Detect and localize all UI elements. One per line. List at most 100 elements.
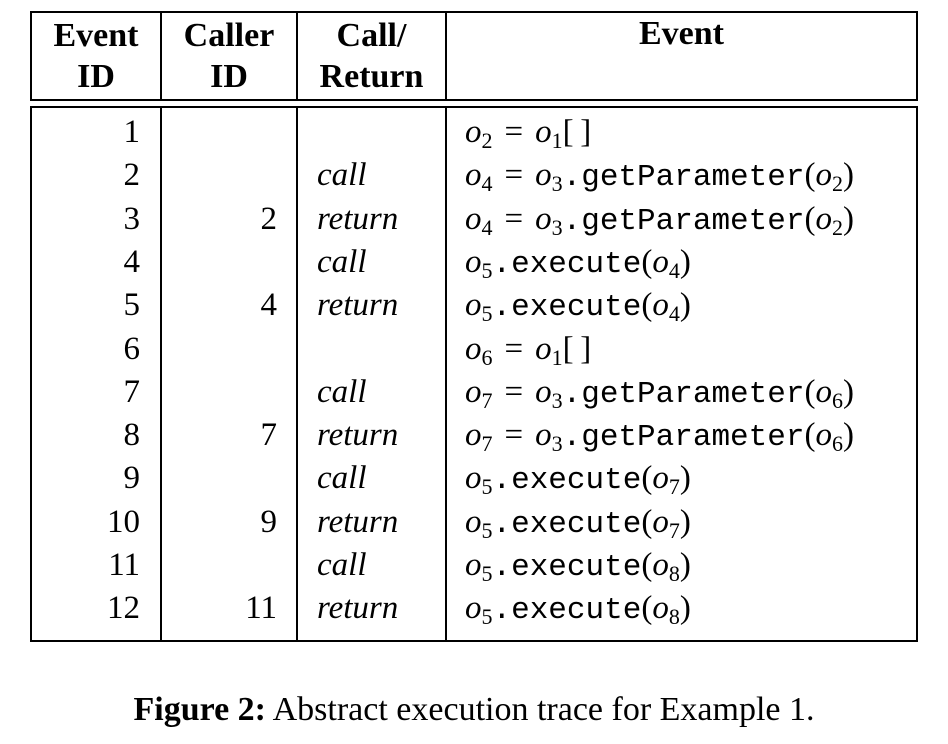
table-row: 9 call o5.execute(o7) — [32, 457, 916, 500]
event-id-cell: 6 — [123, 330, 141, 367]
caller-id-cell — [161, 328, 277, 371]
object-symbol: o7 — [465, 373, 493, 413]
event-cell: o7 = o3.getParameter(o6) — [465, 417, 854, 457]
call-return-cell — [317, 111, 447, 154]
header-caller-id-line2: ID — [210, 58, 248, 95]
header-event-id: Event ID — [32, 13, 160, 99]
call-return-cell: call — [317, 157, 367, 194]
figure-label: Figure 2: — [133, 691, 266, 728]
object-symbol: o3 — [535, 157, 563, 197]
header-caller-id-line1: Caller — [183, 17, 275, 54]
object-symbol: o5 — [465, 243, 493, 283]
object-symbol: o7 — [652, 503, 680, 543]
table-row: 6 o6 = o1[ ] — [32, 328, 916, 371]
caller-id-cell: 4 — [260, 287, 278, 324]
object-symbol: o8 — [652, 590, 680, 630]
call-return-cell: return — [317, 417, 399, 454]
caller-id-cell — [161, 241, 277, 284]
call-return-cell: call — [317, 547, 367, 583]
header-event-label: Event — [639, 15, 724, 52]
object-symbol: o8 — [652, 547, 680, 586]
call-return-cell: call — [317, 460, 367, 497]
object-symbol: o2 — [815, 157, 843, 197]
call-return-cell: call — [317, 243, 367, 280]
event-id-cell: 11 — [108, 547, 140, 583]
table-row: 12 11 return o5.execute(o8) — [32, 587, 916, 630]
event-cell: o6 = o1[ ] — [465, 330, 592, 370]
figure-caption: Figure 2: Abstract execution trace for E… — [0, 690, 948, 730]
column-divider — [296, 108, 298, 640]
event-cell: o2 = o1[ ] — [465, 114, 592, 153]
column-divider — [160, 108, 162, 640]
object-symbol: o5 — [465, 590, 493, 630]
object-symbol: o4 — [465, 200, 493, 240]
event-cell: o7 = o3.getParameter(o6) — [465, 373, 854, 413]
object-symbol: o6 — [815, 417, 843, 457]
object-symbol: o5 — [465, 287, 493, 327]
caller-id-cell — [161, 154, 277, 197]
object-symbol: o4 — [465, 157, 493, 197]
table-row: 2 call o4 = o3.getParameter(o2) — [32, 154, 916, 197]
event-id-cell: 2 — [123, 157, 141, 194]
object-symbol: o5 — [465, 503, 493, 543]
caller-id-cell: 9 — [260, 503, 278, 540]
object-symbol: o5 — [465, 460, 493, 500]
event-cell: o5.execute(o7) — [465, 503, 691, 543]
caller-id-cell — [161, 544, 277, 587]
column-divider — [296, 13, 298, 99]
event-id-cell: 5 — [123, 287, 141, 324]
object-symbol: o7 — [652, 460, 680, 500]
event-id-cell: 7 — [123, 373, 141, 410]
table-row: 7 call o7 = o3.getParameter(o6) — [32, 371, 916, 414]
table-row: 8 7 return o7 = o3.getParameter(o6) — [32, 414, 916, 457]
table-row: 4 call o5.execute(o4) — [32, 241, 916, 284]
event-id-cell: 3 — [123, 200, 141, 237]
header-call-return-line1: Call/ — [336, 17, 407, 54]
table-header: Event ID Caller ID Call/ Return Event — [30, 11, 918, 101]
object-symbol: o2 — [815, 200, 843, 240]
header-event-id-line1: Event — [53, 17, 139, 54]
object-symbol: o3 — [535, 373, 563, 413]
event-cell: o4 = o3.getParameter(o2) — [465, 157, 854, 197]
call-return-cell — [317, 328, 447, 371]
call-return-cell: return — [317, 287, 399, 324]
caller-id-cell: 11 — [245, 590, 277, 627]
object-symbol: o7 — [465, 417, 493, 457]
caller-id-cell: 7 — [260, 417, 278, 454]
event-id-cell: 10 — [107, 503, 140, 540]
event-cell: o5.execute(o7) — [465, 460, 691, 500]
event-cell: o5.execute(o4) — [465, 243, 691, 283]
header-event-id-line2: ID — [77, 58, 115, 95]
event-id-cell: 8 — [123, 417, 141, 454]
table-row: 3 2 return o4 = o3.getParameter(o2) — [32, 198, 916, 241]
caller-id-cell — [161, 111, 277, 154]
event-id-cell: 4 — [123, 243, 141, 280]
call-return-cell: return — [317, 590, 399, 627]
event-id-cell: 1 — [123, 114, 141, 150]
object-symbol: o2 — [465, 114, 493, 153]
object-symbol: o4 — [652, 287, 680, 327]
object-symbol: o1 — [535, 114, 563, 153]
column-divider — [445, 108, 447, 640]
table-body: 1 o2 = o1[ ] 2 call o4 = o3.getParameter(o2) 3 2 re… — [30, 106, 918, 642]
table-row: 1 o2 = o1[ ] — [32, 111, 916, 154]
call-return-cell: call — [317, 373, 367, 410]
call-return-cell: return — [317, 503, 399, 540]
header-call-return-line2: Return — [319, 58, 424, 95]
object-symbol: o3 — [535, 200, 563, 240]
column-divider — [445, 13, 447, 99]
object-symbol: o1 — [535, 330, 563, 370]
caller-id-cell — [161, 457, 277, 500]
caller-id-cell: 2 — [260, 200, 278, 237]
event-cell: o4 = o3.getParameter(o2) — [465, 200, 854, 240]
object-symbol: o6 — [465, 330, 493, 370]
event-id-cell: 12 — [107, 590, 140, 627]
header-caller-id: Caller ID — [162, 13, 296, 99]
table-row: 10 9 return o5.execute(o7) — [32, 501, 916, 544]
object-symbol: o6 — [815, 373, 843, 413]
table-row: 11 call o5.execute(o8) — [32, 544, 916, 587]
header-call-return: Call/ Return — [298, 13, 445, 99]
caller-id-cell — [161, 371, 277, 414]
event-cell: o5.execute(o8) — [465, 547, 691, 586]
object-symbol: o5 — [465, 547, 493, 586]
